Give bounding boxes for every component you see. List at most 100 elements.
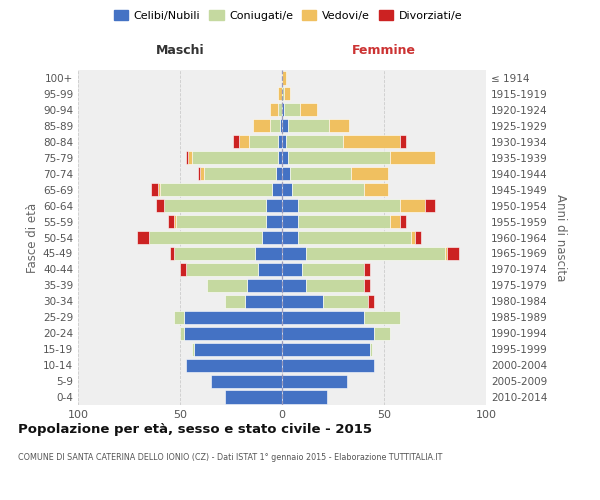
Bar bbox=[266, 199, 282, 212]
Bar bbox=[158, 183, 160, 196]
Bar bbox=[282, 374, 347, 388]
Bar bbox=[256, 247, 282, 260]
Bar bbox=[390, 151, 435, 164]
Bar bbox=[206, 279, 247, 292]
Bar bbox=[400, 199, 425, 212]
Bar bbox=[137, 231, 149, 244]
Bar bbox=[364, 263, 370, 276]
Bar bbox=[278, 135, 282, 148]
Bar bbox=[170, 247, 174, 260]
Bar bbox=[282, 231, 298, 244]
Bar bbox=[368, 295, 374, 308]
Bar bbox=[343, 135, 400, 148]
Bar bbox=[298, 199, 400, 212]
Bar bbox=[370, 342, 372, 355]
Bar bbox=[286, 135, 343, 148]
Bar bbox=[225, 295, 245, 308]
Bar bbox=[276, 167, 282, 180]
Bar bbox=[160, 183, 272, 196]
Bar bbox=[186, 263, 257, 276]
Bar bbox=[247, 279, 282, 292]
Bar bbox=[282, 295, 323, 308]
Bar bbox=[155, 199, 164, 212]
Bar bbox=[282, 167, 290, 180]
Bar bbox=[447, 247, 460, 260]
Bar bbox=[282, 215, 298, 228]
Text: COMUNE DI SANTA CATERINA DELLO IONIO (CZ) - Dati ISTAT 1° gennaio 2015 - Elabora: COMUNE DI SANTA CATERINA DELLO IONIO (CZ… bbox=[18, 452, 442, 462]
Bar bbox=[164, 199, 266, 212]
Bar bbox=[425, 199, 435, 212]
Bar bbox=[390, 215, 400, 228]
Bar bbox=[282, 199, 298, 212]
Bar bbox=[282, 263, 302, 276]
Bar bbox=[282, 104, 284, 117]
Bar bbox=[329, 120, 349, 132]
Bar bbox=[284, 104, 301, 117]
Bar bbox=[307, 247, 445, 260]
Bar bbox=[270, 120, 280, 132]
Bar bbox=[288, 151, 390, 164]
Y-axis label: Fasce di età: Fasce di età bbox=[26, 202, 39, 272]
Bar bbox=[298, 215, 390, 228]
Bar bbox=[282, 183, 292, 196]
Bar bbox=[151, 183, 158, 196]
Bar bbox=[225, 390, 282, 404]
Bar bbox=[200, 167, 205, 180]
Bar bbox=[302, 263, 364, 276]
Bar bbox=[186, 151, 188, 164]
Bar bbox=[282, 326, 374, 340]
Bar bbox=[282, 135, 286, 148]
Bar bbox=[278, 88, 282, 101]
Bar bbox=[298, 231, 410, 244]
Bar bbox=[262, 231, 282, 244]
Bar bbox=[282, 342, 370, 355]
Bar bbox=[245, 295, 282, 308]
Bar bbox=[364, 310, 400, 324]
Bar bbox=[272, 183, 282, 196]
Bar bbox=[180, 263, 186, 276]
Bar bbox=[282, 279, 307, 292]
Bar bbox=[192, 151, 278, 164]
Bar bbox=[282, 120, 288, 132]
Bar bbox=[174, 247, 256, 260]
Bar bbox=[194, 342, 282, 355]
Bar bbox=[253, 120, 270, 132]
Bar bbox=[352, 167, 388, 180]
Bar bbox=[284, 88, 290, 101]
Bar bbox=[410, 231, 415, 244]
Bar bbox=[282, 247, 307, 260]
Bar bbox=[211, 374, 282, 388]
Bar bbox=[282, 151, 288, 164]
Bar bbox=[400, 215, 406, 228]
Bar bbox=[250, 135, 278, 148]
Bar bbox=[290, 167, 352, 180]
Bar bbox=[323, 295, 368, 308]
Bar bbox=[415, 231, 421, 244]
Bar bbox=[149, 231, 262, 244]
Bar bbox=[301, 104, 317, 117]
Bar bbox=[168, 215, 174, 228]
Text: Femmine: Femmine bbox=[352, 44, 416, 57]
Bar bbox=[180, 326, 184, 340]
Legend: Celibi/Nubili, Coniugati/e, Vedovi/e, Divorziati/e: Celibi/Nubili, Coniugati/e, Vedovi/e, Di… bbox=[109, 6, 467, 25]
Bar bbox=[205, 167, 276, 180]
Bar bbox=[288, 120, 329, 132]
Bar bbox=[307, 279, 364, 292]
Bar bbox=[257, 263, 282, 276]
Y-axis label: Anni di nascita: Anni di nascita bbox=[554, 194, 567, 281]
Bar bbox=[266, 215, 282, 228]
Bar bbox=[400, 135, 406, 148]
Text: Popolazione per età, sesso e stato civile - 2015: Popolazione per età, sesso e stato civil… bbox=[18, 422, 372, 436]
Bar bbox=[270, 104, 278, 117]
Bar bbox=[282, 358, 374, 372]
Bar bbox=[174, 310, 184, 324]
Bar bbox=[186, 358, 282, 372]
Bar bbox=[192, 342, 194, 355]
Bar bbox=[188, 151, 192, 164]
Bar bbox=[278, 104, 282, 117]
Bar bbox=[278, 151, 282, 164]
Bar bbox=[364, 183, 388, 196]
Bar bbox=[282, 88, 284, 101]
Bar bbox=[233, 135, 239, 148]
Bar bbox=[282, 72, 286, 85]
